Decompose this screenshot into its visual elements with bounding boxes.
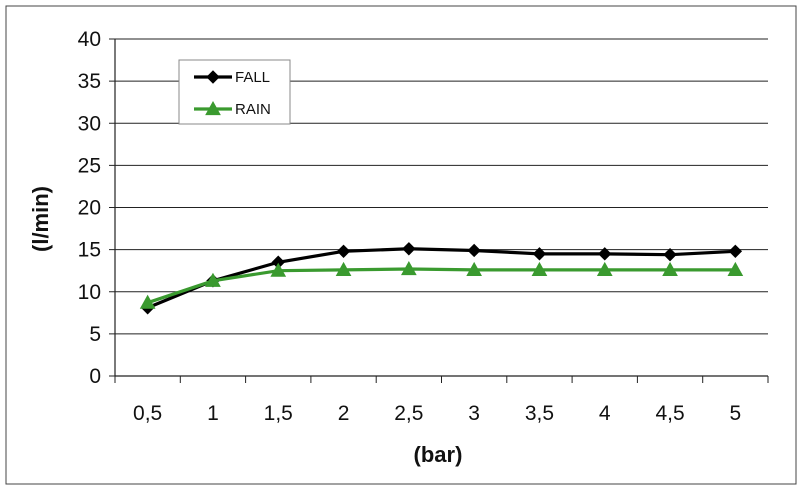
legend: FALL RAIN: [178, 59, 291, 125]
y-tick-labels: 0 5 10 15 20 25 30 35 40: [78, 28, 101, 388]
x-tick-label: 2: [338, 402, 350, 425]
data-point: [205, 272, 221, 287]
data-point: [598, 247, 612, 261]
series-rain: [139, 260, 744, 309]
data-point: [532, 247, 547, 261]
data-point: [662, 261, 678, 276]
y-tick-label: 10: [78, 281, 101, 304]
data-point: [467, 243, 481, 258]
y-tick-label: 15: [78, 239, 101, 262]
legend-label: RAIN: [235, 101, 271, 118]
data-point: [531, 261, 548, 276]
data-point: [596, 261, 613, 276]
x-tick-label: 3,5: [525, 402, 554, 425]
x-tick-label: 3: [468, 402, 480, 425]
x-tick-label: 5: [730, 402, 742, 425]
x-tick-labels: 0,5 1 1,5 2 2,5 3 3,5 4 4,5 5: [133, 402, 741, 425]
series-fall: [140, 242, 743, 315]
data-point: [335, 261, 352, 276]
y-tick-label: 20: [78, 197, 101, 220]
data-point: [336, 244, 351, 259]
data-point: [401, 260, 417, 276]
x-tick-label: 1,5: [264, 402, 293, 425]
data-point: [270, 262, 287, 277]
data-point: [139, 294, 156, 309]
x-tick-label: 4: [599, 402, 611, 425]
series-group: [139, 242, 744, 315]
x-tick-label: 1: [207, 402, 219, 425]
legend-box: [178, 59, 291, 125]
data-point: [728, 244, 743, 259]
legend-marker: [205, 100, 221, 116]
legend-marker: [206, 70, 220, 84]
data-point: [466, 261, 482, 276]
y-tick-label: 30: [78, 112, 101, 135]
x-tick-label: 0,5: [133, 402, 162, 425]
series-line: [147, 267, 736, 305]
axes: [109, 38, 769, 383]
y-tick-label: 0: [89, 365, 101, 388]
y-tick-label: 35: [78, 70, 101, 93]
x-tick-label: 4,5: [655, 402, 684, 425]
y-axis-title: (l/min): [28, 186, 53, 252]
data-point: [402, 242, 416, 256]
gridlines: [115, 38, 768, 335]
data-point: [727, 261, 744, 276]
y-tick-label: 25: [78, 154, 101, 177]
chart-border: [5, 5, 797, 485]
x-tick-label: 2,5: [394, 402, 423, 425]
legend-label: FALL: [235, 69, 270, 86]
y-tick-label: 5: [89, 323, 101, 346]
data-point: [663, 247, 677, 262]
x-axis-title: (bar): [414, 442, 463, 467]
series-line: [147, 247, 736, 310]
y-tick-label: 40: [78, 28, 101, 51]
